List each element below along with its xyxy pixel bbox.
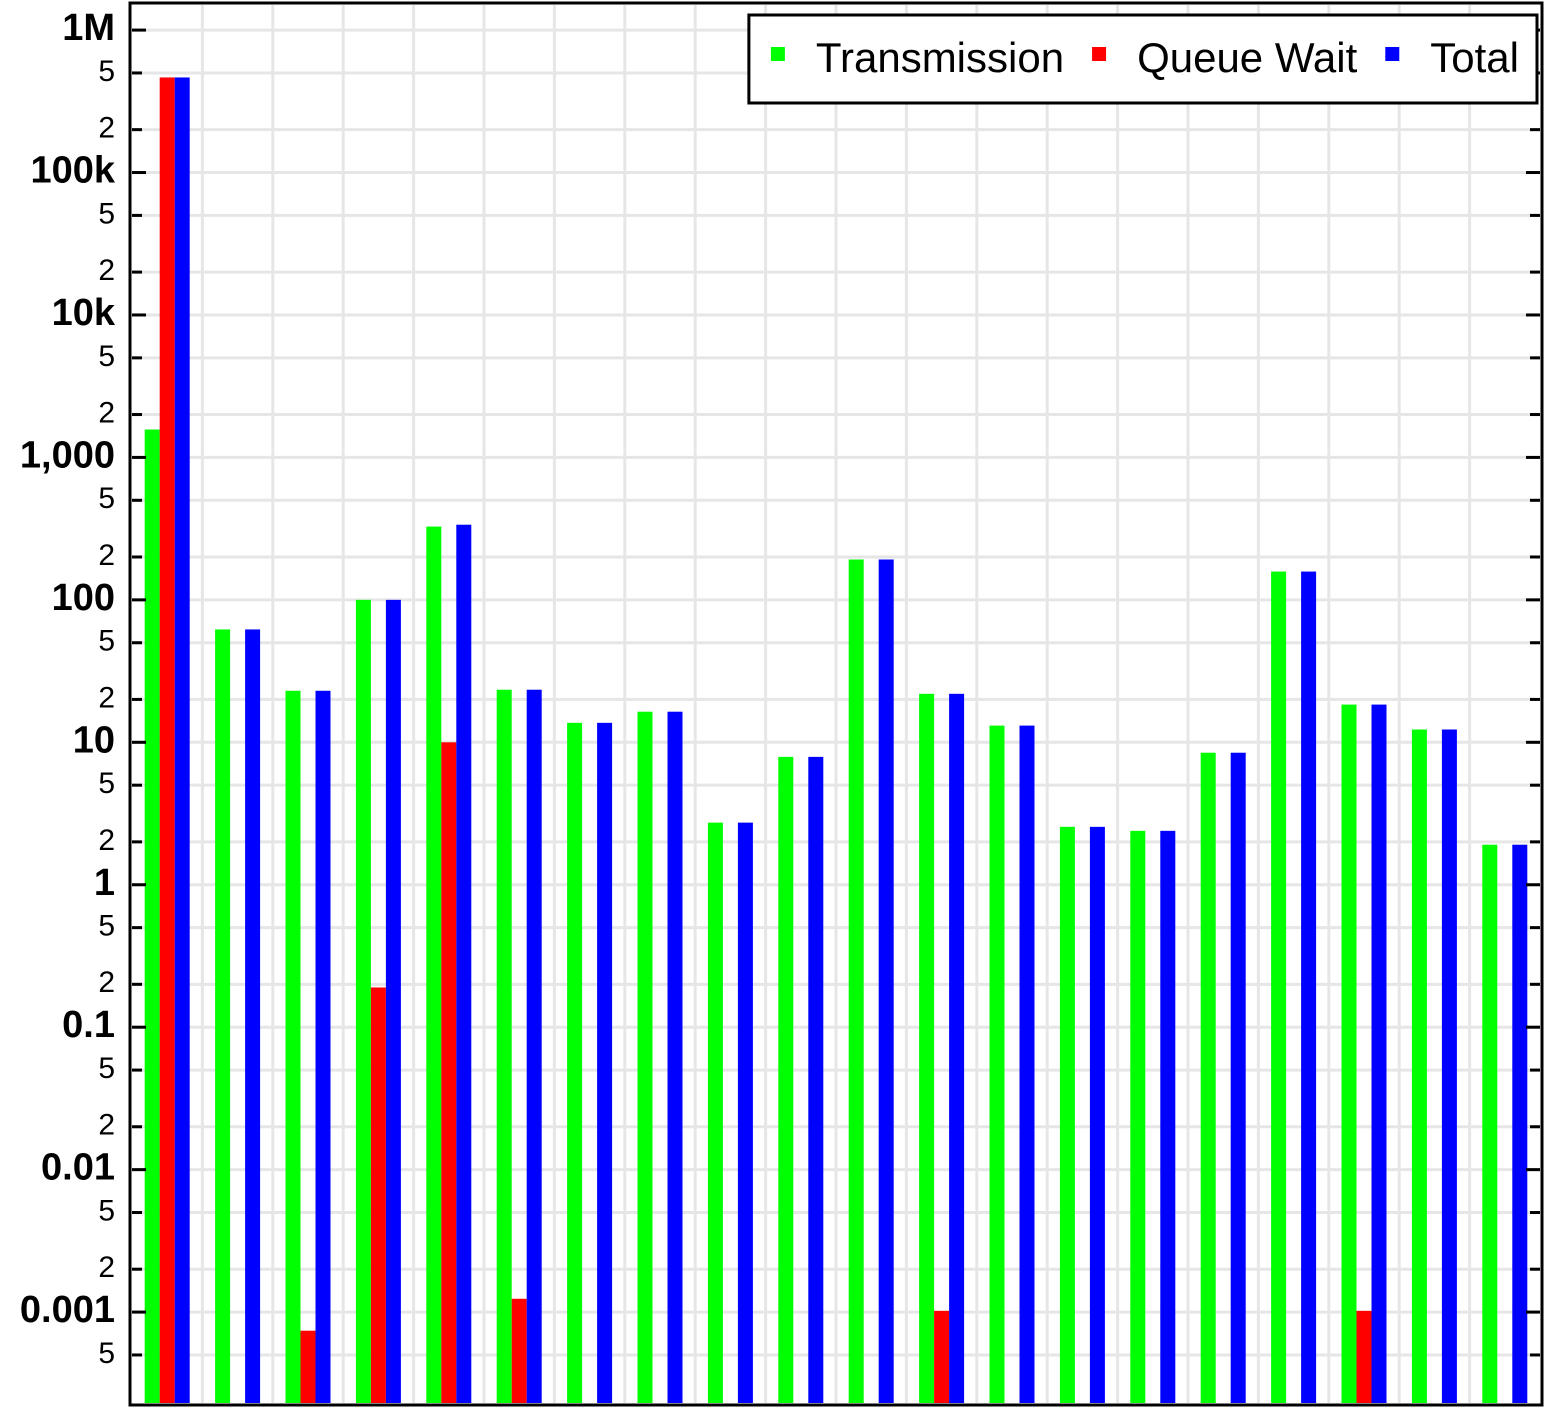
y-tick-label: 100 — [52, 577, 115, 619]
y-tick-label: 2 — [98, 1251, 115, 1284]
y-tick-label: 5 — [98, 1052, 115, 1085]
y-tick-label: 5 — [98, 1194, 115, 1227]
bar — [245, 629, 261, 1403]
legend-box — [747, 13, 1539, 105]
bar — [667, 711, 683, 1403]
y-tick-label: 1 — [94, 862, 115, 904]
bar — [989, 725, 1005, 1403]
bar — [567, 722, 583, 1403]
bar — [778, 756, 794, 1403]
bar — [1130, 830, 1146, 1403]
legend-swatch — [770, 47, 785, 61]
plot-frame — [128, 1, 1544, 1407]
bar — [1356, 1310, 1372, 1403]
bar — [848, 559, 864, 1403]
bar — [426, 526, 442, 1403]
y-tick-label: 2 — [98, 824, 115, 857]
y-tick-label: 1M — [62, 7, 115, 49]
bar — [1089, 826, 1105, 1403]
y-tick-label: 2 — [98, 1109, 115, 1142]
bar — [1200, 752, 1216, 1403]
bar — [315, 690, 331, 1403]
bar — [441, 742, 457, 1403]
bar — [159, 77, 175, 1403]
bar — [174, 77, 190, 1403]
bars — [144, 77, 1528, 1404]
y-tick-label: 2 — [98, 396, 115, 429]
y-tick-label: 5 — [98, 625, 115, 658]
legend-label: Queue Wait — [1137, 34, 1358, 81]
legend-label: Total — [1430, 34, 1519, 81]
bar — [808, 756, 824, 1403]
legend-label: Transmission — [816, 34, 1064, 81]
y-tick-label: 5 — [98, 482, 115, 515]
bar — [707, 822, 723, 1403]
bar — [300, 1330, 316, 1403]
bar — [1160, 830, 1176, 1403]
bar — [1411, 729, 1427, 1403]
bar — [597, 722, 613, 1403]
axes: 5 0.001 2 5 0.01 2 5 0.1 2 5 1 2 5 10 2 5 100 2 5 1,000 2 5 10… — [20, 1, 1544, 1407]
y-tick-label: 2 — [98, 112, 115, 145]
bar — [456, 524, 472, 1403]
y-tick-label: 5 — [98, 55, 115, 88]
bar — [1441, 729, 1457, 1403]
y-tick-label: 10k — [52, 292, 116, 334]
y-tick-label: 0.01 — [41, 1147, 115, 1189]
y-tick-label: 5 — [98, 197, 115, 230]
bar — [737, 822, 753, 1403]
bar — [496, 689, 512, 1403]
y-tick-label: 0.001 — [20, 1289, 115, 1331]
y-tick-label: 2 — [98, 539, 115, 572]
bar — [919, 693, 935, 1403]
legend-swatch — [1385, 47, 1400, 61]
bar — [355, 599, 371, 1403]
bar — [1371, 704, 1387, 1403]
bar — [637, 711, 653, 1403]
bar — [144, 429, 160, 1404]
y-tick-label: 5 — [98, 767, 115, 800]
bar — [1482, 844, 1498, 1403]
bar — [285, 690, 301, 1403]
bar — [1019, 725, 1035, 1403]
bar — [1271, 571, 1287, 1403]
y-tick-label: 5 — [98, 1337, 115, 1370]
bar — [949, 693, 965, 1403]
bar — [1512, 844, 1528, 1403]
grid — [132, 5, 1540, 1403]
bar — [511, 1298, 527, 1403]
bar — [370, 987, 386, 1403]
legend-swatch — [1092, 47, 1107, 61]
y-tick-label: 10 — [73, 719, 115, 761]
bar — [385, 599, 401, 1403]
bar — [1341, 704, 1357, 1403]
bar — [1301, 571, 1317, 1403]
y-tick-label: 2 — [98, 681, 115, 714]
bar — [215, 629, 231, 1403]
legend: Transmission Queue Wait Total — [747, 13, 1539, 105]
y-tick-label: 0.1 — [62, 1004, 115, 1046]
y-tick-label: 5 — [98, 340, 115, 373]
bar — [1230, 752, 1246, 1403]
y-tick-label: 5 — [98, 910, 115, 943]
y-tick-label: 1,000 — [20, 434, 115, 476]
y-tick-label: 100k — [30, 150, 115, 192]
bar — [878, 559, 894, 1403]
bar — [526, 689, 542, 1403]
bar — [1059, 826, 1075, 1403]
y-tick-label: 2 — [98, 966, 115, 999]
y-tick-label: 2 — [98, 254, 115, 287]
bar — [934, 1310, 950, 1403]
